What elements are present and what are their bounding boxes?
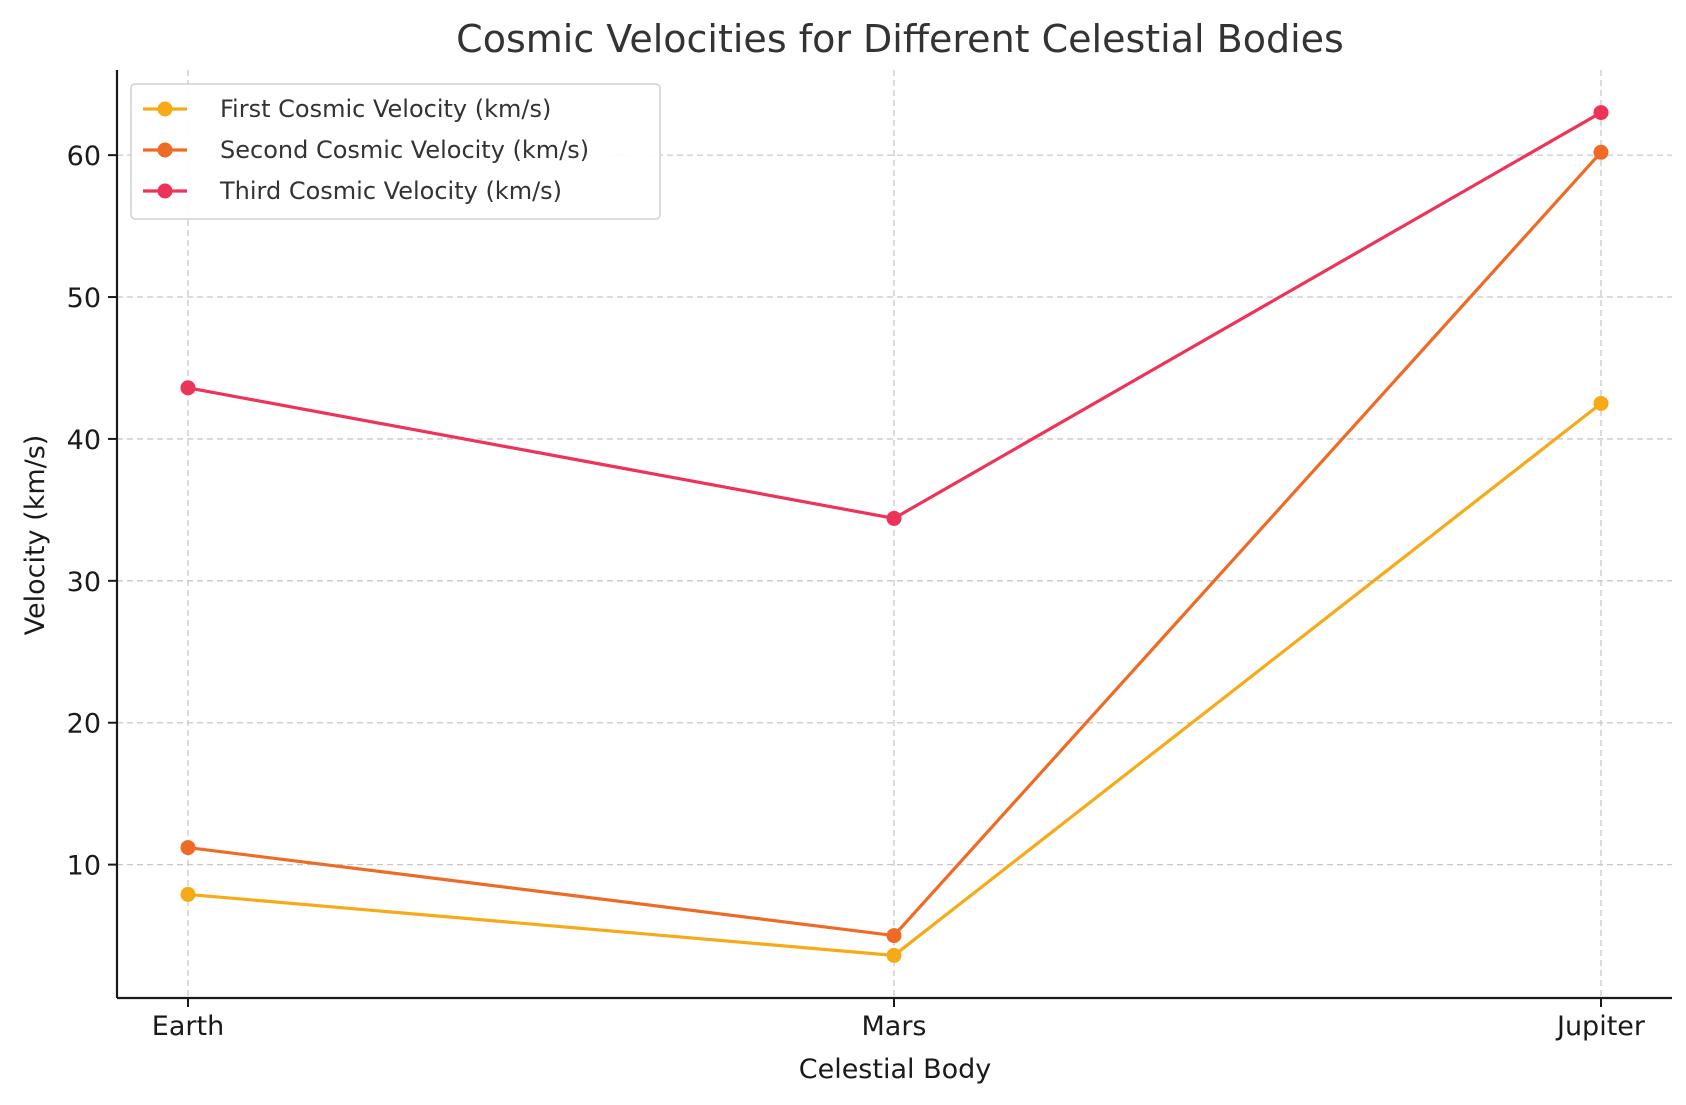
x-tick-label: Mars bbox=[861, 1011, 926, 1042]
legend-swatch-marker bbox=[157, 183, 173, 199]
series-2 bbox=[180, 144, 1609, 944]
x-tick-label: Earth bbox=[152, 1011, 224, 1042]
legend-frame bbox=[130, 83, 661, 220]
legend-item: First Cosmic Velocity (km/s) bbox=[143, 95, 551, 123]
y-tick-label: 30 bbox=[67, 567, 101, 598]
legend-item: Third Cosmic Velocity (km/s) bbox=[143, 177, 562, 205]
y-tick-label: 10 bbox=[67, 851, 101, 882]
data-point bbox=[886, 510, 902, 526]
legend-label: Third Cosmic Velocity (km/s) bbox=[219, 177, 562, 205]
data-point bbox=[1593, 105, 1609, 121]
y-tick-label: 40 bbox=[67, 425, 101, 456]
data-point bbox=[1593, 144, 1609, 160]
axes: Earth Mars Jupiter 10 20 30 40 50 60 bbox=[67, 70, 1672, 1042]
y-axis-title: Velocity (km/s) bbox=[20, 435, 51, 636]
data-point bbox=[1593, 395, 1609, 411]
chart-title: Cosmic Velocities for Different Celestia… bbox=[456, 17, 1344, 61]
legend-item: Second Cosmic Velocity (km/s) bbox=[143, 136, 589, 164]
y-tick-label: 60 bbox=[67, 141, 101, 172]
y-tick-label: 20 bbox=[67, 709, 101, 740]
data-point bbox=[180, 886, 196, 902]
y-tick-label: 50 bbox=[67, 283, 101, 314]
data-point bbox=[886, 947, 902, 963]
data-point bbox=[180, 380, 196, 396]
series-1 bbox=[180, 395, 1609, 963]
x-axis-title: Celestial Body bbox=[799, 1054, 992, 1085]
data-point bbox=[886, 928, 902, 944]
legend-label: First Cosmic Velocity (km/s) bbox=[220, 95, 551, 123]
legend-items: First Cosmic Velocity (km/s) Second Cosmi… bbox=[143, 95, 589, 205]
legend-swatch-marker bbox=[157, 101, 173, 117]
series-group bbox=[180, 105, 1609, 963]
x-tick-label: Jupiter bbox=[1555, 1011, 1646, 1042]
series-3 bbox=[180, 105, 1609, 526]
grid bbox=[117, 70, 1672, 998]
data-point bbox=[180, 840, 196, 856]
legend-label: Second Cosmic Velocity (km/s) bbox=[220, 136, 589, 164]
legend-swatch-marker bbox=[157, 142, 173, 158]
legend: First Cosmic Velocity (km/s) Second Cosmi… bbox=[130, 83, 661, 220]
